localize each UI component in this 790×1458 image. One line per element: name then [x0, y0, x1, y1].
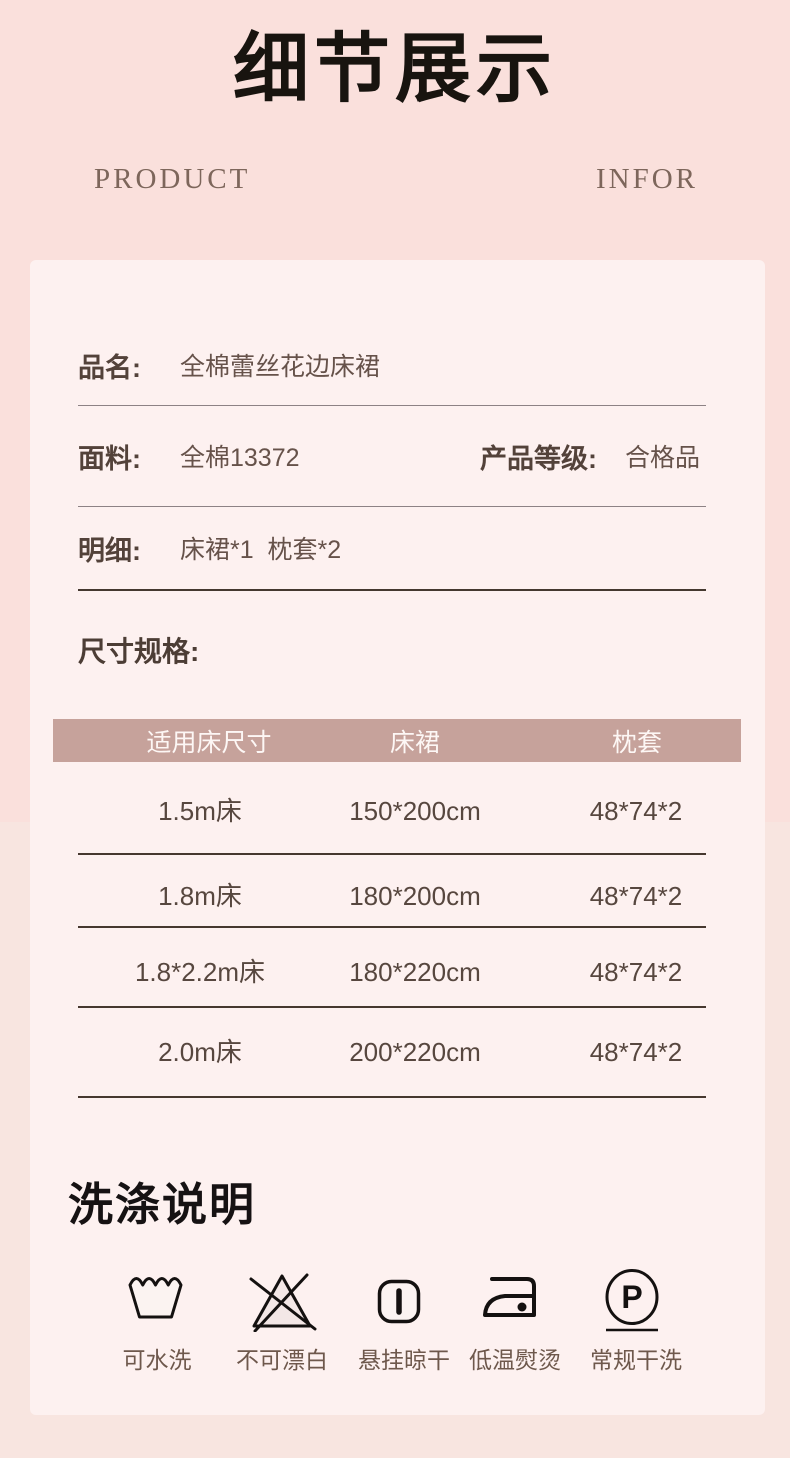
column-header-pillowcase: 枕套 [611, 728, 663, 757]
product-name-value: 全棉蕾丝花边床裙 [180, 353, 381, 381]
divider [78, 405, 706, 406]
table-cell: 1.5m床 [158, 796, 242, 826]
info-card: 品名: 全棉蕾丝花边床裙 面料: 全棉13372 产品等级: 合格品 明细: 床… [30, 260, 765, 1415]
subtitle-product: PRODUCT [94, 163, 251, 195]
wash-label: 常规干洗 [590, 1347, 682, 1373]
table-cell: 48*74*2 [589, 796, 683, 826]
detail-value: 床裙*1 枕套*2 [180, 536, 342, 564]
table-row-divider [78, 853, 706, 855]
wash-label: 不可漂白 [236, 1347, 328, 1373]
subtitle-infor: INFOR [595, 163, 698, 195]
table-cell: 180*220cm [349, 957, 481, 987]
fabric-label: 面料: [78, 443, 141, 474]
size-table-header: 适用床尺寸 床裙 枕套 [53, 719, 741, 762]
table-row-divider [78, 1006, 706, 1008]
wash-label: 可水洗 [122, 1347, 192, 1373]
fabric-row: 面料: 全棉13372 [78, 436, 300, 476]
no-bleach-icon [249, 1273, 317, 1332]
table-cell: 150*200cm [349, 796, 481, 826]
hang-dry-icon [377, 1279, 421, 1324]
table-cell: 48*74*2 [589, 881, 683, 911]
divider [78, 506, 706, 507]
grade-row: 产品等级: 合格品 [480, 436, 700, 476]
table-cell: 1.8*2.2m床 [134, 957, 266, 987]
table-cell: 1.8m床 [158, 881, 242, 911]
table-cell: 180*200cm [349, 881, 481, 911]
detail-row: 明细: 床裙*1 枕套*2 [78, 528, 341, 568]
page-title: 细节展示 [233, 27, 557, 112]
grade-value: 合格品 [625, 444, 701, 472]
dry-clean-p-icon: P [605, 1269, 659, 1332]
table-row-divider [78, 926, 706, 928]
fabric-value: 全棉13372 [180, 444, 300, 472]
table-cell: 2.0m床 [158, 1037, 242, 1067]
wash-label: 悬挂晾干 [358, 1347, 450, 1373]
svg-text:P: P [621, 1279, 642, 1315]
size-spec-heading: 尺寸规格: [78, 636, 200, 667]
table-cell: 48*74*2 [589, 957, 683, 987]
column-header-bed-size: 适用床尺寸 [146, 728, 272, 757]
column-header-bed-skirt: 床裙 [389, 728, 441, 757]
table-cell: 48*74*2 [589, 1037, 683, 1067]
washing-heading: 洗涤说明 [68, 1179, 257, 1230]
table-cell: 200*220cm [349, 1037, 481, 1067]
product-name-row: 品名: 全棉蕾丝花边床裙 [78, 345, 380, 385]
wash-label: 低温熨烫 [469, 1347, 561, 1373]
detail-label: 明细: [78, 535, 141, 566]
wash-tub-icon [128, 1277, 183, 1319]
table-row-divider [78, 1096, 706, 1098]
product-name-label: 品名: [78, 352, 141, 383]
divider [78, 589, 706, 591]
low-temp-iron-icon [483, 1277, 536, 1317]
grade-label: 产品等级: [480, 443, 597, 474]
